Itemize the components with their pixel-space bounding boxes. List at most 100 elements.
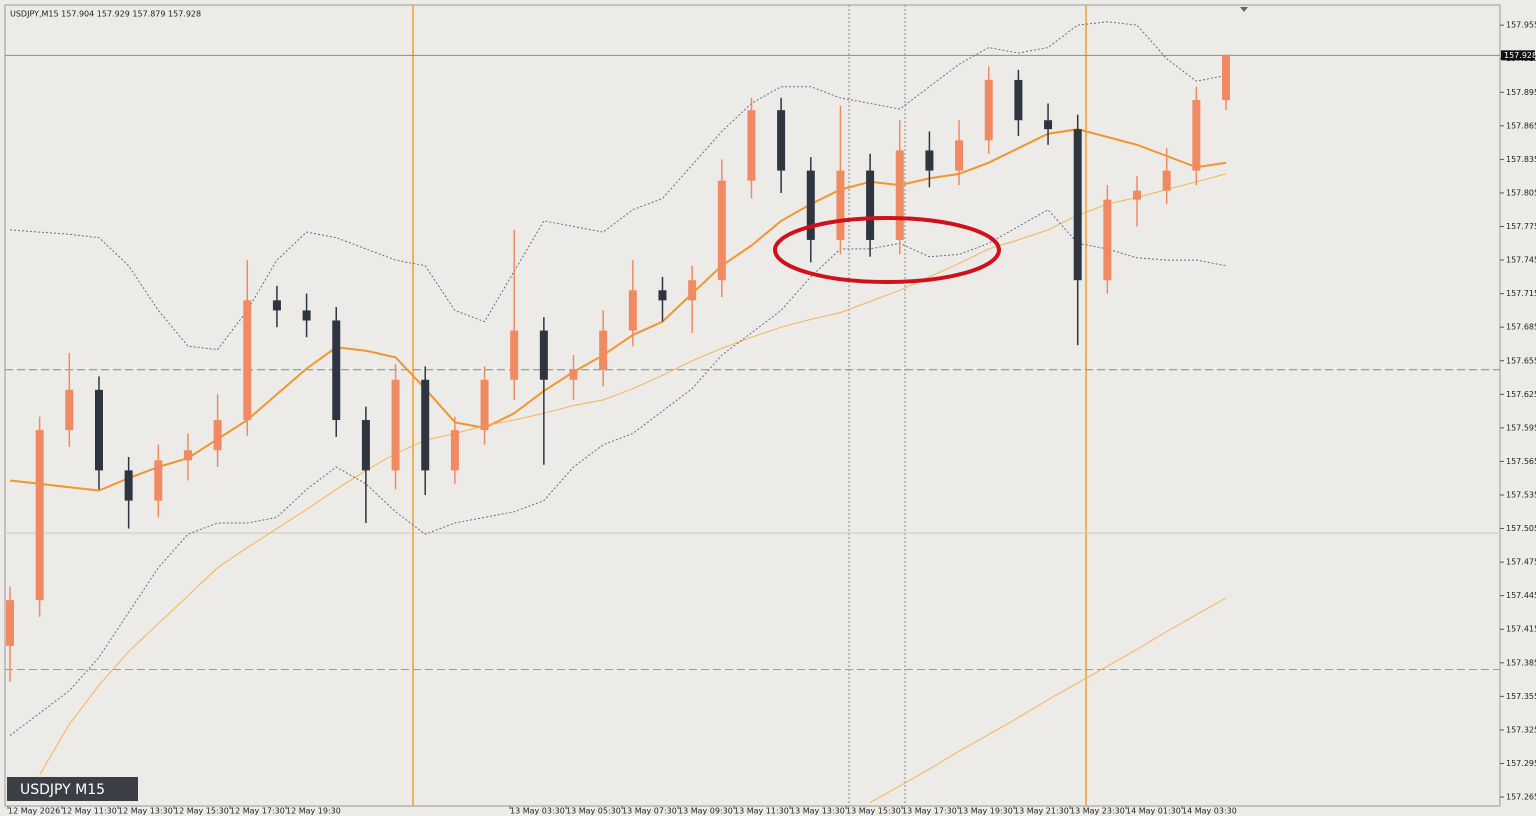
indicator-line (9, 21, 1227, 351)
y-tick-label: 157.625 (1506, 390, 1536, 399)
candle-body (243, 300, 252, 421)
symbol-label: USDJPY M15 (20, 782, 105, 798)
candle-body (1044, 120, 1053, 130)
plot-frame (4, 4, 1501, 807)
candle-body (688, 280, 697, 301)
y-tick-label: 157.445 (1506, 591, 1536, 600)
candle-body (895, 150, 904, 240)
symbol-badge (7, 777, 138, 801)
candle-body (450, 430, 459, 471)
y-tick-label: 157.385 (1506, 658, 1536, 667)
y-tick-label: 157.505 (1506, 524, 1536, 533)
price-tag-label: 157.928 (1504, 51, 1536, 60)
shift-marker (1240, 7, 1248, 12)
candle-body (94, 389, 103, 471)
indicator-line (9, 128, 1227, 492)
candle-body (658, 290, 667, 301)
y-tick-label: 157.475 (1506, 558, 1536, 567)
x-tick-label: 13 May 11:30 (734, 807, 789, 816)
candle-body (421, 379, 430, 471)
indicator-line (39, 173, 1227, 775)
y-tick-label: 157.295 (1506, 759, 1536, 768)
candle-body (866, 170, 875, 240)
candle-body (480, 379, 489, 431)
y-tick-label: 157.745 (1506, 256, 1536, 265)
x-tick-label: 13 May 15:30 (846, 807, 901, 816)
candle-body (569, 369, 578, 380)
x-tick-label: 12 May 19:30 (286, 807, 341, 816)
candle-body (391, 379, 400, 471)
candle-body (272, 300, 281, 311)
candle-body (1073, 129, 1082, 281)
candle-body (302, 310, 311, 321)
candle-body (1162, 170, 1171, 191)
candle-body (154, 460, 163, 501)
y-tick-label: 157.655 (1506, 356, 1536, 365)
y-tick-label: 157.595 (1506, 423, 1536, 432)
x-tick-label: 13 May 09:30 (678, 807, 733, 816)
highlight-ellipse (773, 216, 1001, 284)
y-tick-label: 157.265 (1506, 793, 1536, 802)
candle-body (35, 430, 44, 601)
x-tick-label: 13 May 19:30 (958, 807, 1013, 816)
y-tick-label: 157.895 (1506, 88, 1536, 97)
candle-body (628, 290, 637, 331)
candle-body (806, 170, 815, 240)
candle-body (539, 330, 548, 380)
candle-body (955, 140, 964, 171)
x-tick-label: 13 May 07:30 (622, 807, 677, 816)
y-tick-label: 157.325 (1506, 725, 1536, 734)
candle-body (6, 600, 14, 647)
y-tick-label: 157.535 (1506, 490, 1536, 499)
candle-body (717, 180, 726, 281)
y-tick-label: 157.685 (1506, 323, 1536, 332)
candle-body (332, 320, 341, 421)
candle-body (1103, 199, 1112, 281)
y-tick-label: 157.415 (1506, 625, 1536, 634)
price-tag (1501, 50, 1535, 61)
candle-body (747, 110, 756, 181)
x-tick-label: 14 May 03:30 (1182, 807, 1237, 816)
y-tick-label: 157.715 (1506, 289, 1536, 298)
candle-body (925, 150, 934, 171)
candle-body (1133, 190, 1142, 200)
y-tick-label: 157.865 (1506, 121, 1536, 130)
candle-body (361, 420, 370, 471)
candle-body (777, 110, 786, 171)
y-tick-label: 157.955 (1506, 21, 1536, 30)
candle-body (1222, 55, 1230, 101)
x-tick-label: 12 May 13:30 (118, 807, 173, 816)
x-tick-label: 12 May 15:30 (174, 807, 229, 816)
candle-body (984, 79, 993, 141)
indicator-line (869, 597, 1227, 804)
y-tick-label: 157.805 (1506, 188, 1536, 197)
candle-body (1192, 100, 1201, 171)
x-tick-label: 13 May 03:30 (510, 807, 565, 816)
y-tick-label: 157.835 (1506, 155, 1536, 164)
y-tick-label: 157.775 (1506, 222, 1536, 231)
candle-body (1014, 79, 1023, 121)
plot-layer (5, 21, 1500, 804)
x-tick-label: 12 May 17:30 (230, 807, 285, 816)
y-tick-label: 157.355 (1506, 692, 1536, 701)
chart-header: USDJPY,M15 157.904 157.929 157.879 157.9… (10, 10, 201, 19)
x-tick-label: 13 May 17:30 (902, 807, 957, 816)
x-tick-label: 13 May 23:30 (1070, 807, 1125, 816)
x-tick-label: 12 May 11:30 (62, 807, 117, 816)
candle-body (213, 420, 222, 451)
candle-body (124, 470, 133, 501)
x-tick-label: 13 May 21:30 (1014, 807, 1069, 816)
candle-body (510, 330, 519, 380)
x-tick-label: 12 May 2026 (8, 807, 60, 816)
x-tick-label: 13 May 13:30 (790, 807, 845, 816)
x-tick-label: 14 May 01:30 (1126, 807, 1181, 816)
candle-body (183, 450, 192, 461)
candle-body (599, 330, 608, 370)
candle-body (65, 389, 74, 431)
candle-body (836, 170, 845, 240)
y-tick-label: 157.565 (1506, 457, 1536, 466)
x-tick-label: 13 May 05:30 (566, 807, 621, 816)
